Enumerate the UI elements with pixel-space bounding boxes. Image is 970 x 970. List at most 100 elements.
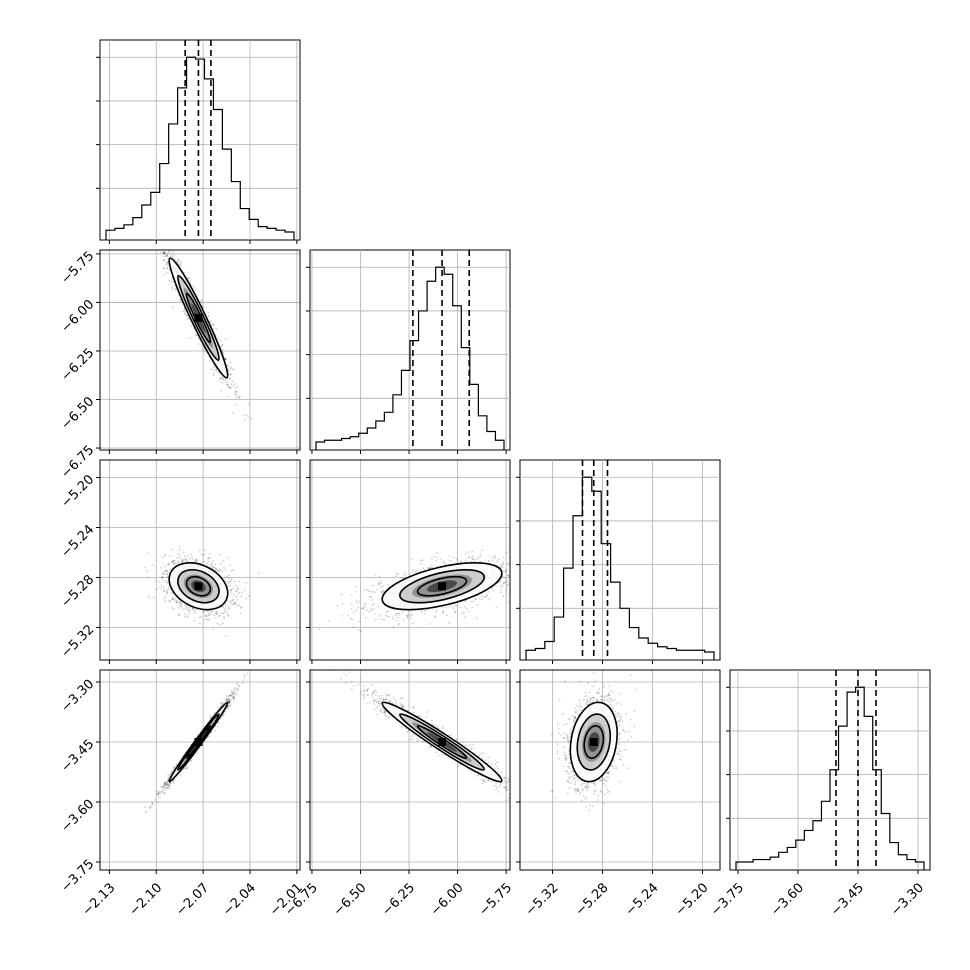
scatter-point [216,569,219,572]
scatter-point [419,559,422,562]
scatter-point [365,609,368,611]
scatter-point [487,560,490,563]
scatter-point [172,780,174,783]
scatter-point [166,253,168,256]
scatter-point [209,618,211,620]
scatter-point [431,558,433,560]
scatter-point [209,321,212,323]
scatter-point [228,386,231,389]
scatter-point [236,385,239,388]
scatter-point [234,688,236,691]
scatter-point [203,553,206,555]
scatter-point [224,358,227,360]
scatter-point [177,258,180,261]
scatter-point [171,548,174,551]
peak-3-2 [438,582,447,591]
scatter-point [169,255,172,258]
scatter-point [391,616,394,618]
scatter-point [377,605,380,608]
scatter-point [238,685,241,688]
scatter-point [176,261,179,264]
scatter-point [161,576,164,579]
scatter-point [175,601,178,604]
scatter-point [212,628,214,630]
scatter-point [229,367,232,370]
scatter-point [207,614,210,616]
scatter-point [222,605,225,608]
scatter-point [165,255,168,257]
scatter-point [507,564,510,566]
scatter-point [227,556,230,559]
scatter-point [207,311,210,314]
scatter-point [230,694,233,697]
scatter-point [231,368,234,371]
scatter-point [396,619,399,622]
hist-panel-1 [96,39,301,244]
scatter-point [232,587,235,590]
scatter-point [167,251,170,253]
scatter-point [459,606,462,609]
scatter-point [220,390,222,392]
scatter-point [207,560,210,563]
scatter-point [502,582,505,585]
scatter-point [490,587,493,590]
scatter-point [230,603,233,606]
scatter-point [506,601,508,604]
scatter-point [424,609,427,611]
scatter-point [172,559,175,562]
scatter-point [185,559,187,562]
scatter-point [167,563,170,566]
scatter-point [231,599,234,602]
scatter-point [176,557,178,559]
scatter-point [171,597,174,600]
scatter-point [181,559,184,562]
scatter-point [505,569,508,572]
scatter-point [200,299,203,302]
scatter-point [214,612,217,614]
scatter-point [171,306,174,309]
scatter-point [435,556,438,559]
scatter-point [444,562,447,565]
scatter-point [485,594,488,597]
scatter-point [336,605,339,607]
scatter-point [229,373,232,376]
scatter-point [185,314,187,317]
scatter-point [214,711,216,714]
scatter-point [172,280,174,283]
scatter-point [219,624,221,626]
scatter-point [234,584,237,587]
scatter-point [472,555,474,558]
scatter-point [499,581,502,583]
scatter-point [467,551,470,553]
scatter-point [411,622,414,625]
scatter-point [222,377,225,380]
scatter-point [230,580,233,582]
scatter-point [369,596,372,598]
scatter-point [381,591,383,594]
scatter-point [208,360,211,363]
scatter-point [358,620,361,623]
scatter-point [492,589,495,592]
scatter-point [162,579,165,582]
scatter-point [235,690,238,693]
scatter-point [371,599,373,601]
scatter-point [206,618,208,621]
scatter-point [211,610,213,613]
peak-2-1 [194,313,203,322]
scatter-point [229,700,232,703]
scatter-point [435,610,438,613]
scatter-point [226,580,228,583]
scatter-point [243,414,246,417]
scatter-point [423,612,426,615]
scatter-point [212,372,215,374]
scatter-point [230,592,233,595]
panel-2-1 [96,249,301,454]
scatter-point [349,617,352,620]
scatter-point [428,623,431,625]
scatter-point [376,589,378,591]
scatter-point [380,580,383,582]
scatter-point [395,575,398,577]
scatter-point [234,390,237,393]
scatter-point [224,604,227,607]
scatter-point [217,569,220,572]
